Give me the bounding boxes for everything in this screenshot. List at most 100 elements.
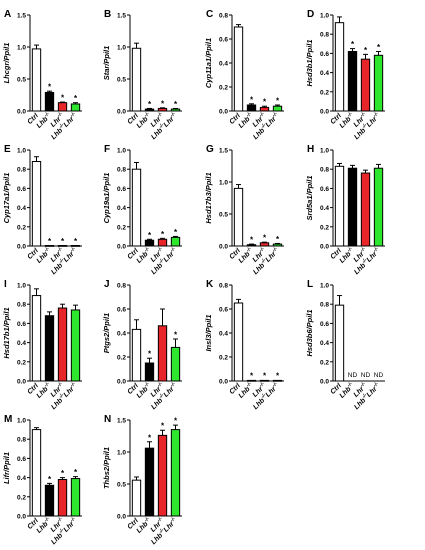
y-axis-label: Srd5a1/Ppil1 [305, 175, 314, 220]
significance-star: * [276, 372, 280, 381]
bar-lhblhr [373, 167, 384, 247]
bar-ctrl [334, 22, 345, 112]
y-tick-label: 0.0 [219, 244, 228, 251]
panel-H: HSrd5a1/Ppil10.00.20.40.60.81.0CtrlLhb-/… [305, 144, 385, 276]
y-tick-label: 1.0 [17, 283, 26, 290]
y-tick-label: 0.4 [320, 340, 329, 347]
panel-letter: C [206, 9, 213, 20]
significance-star: * [174, 417, 178, 426]
bar-lhblhr [170, 108, 181, 112]
y-tick-label: 0.4 [320, 70, 329, 77]
significance-star: * [263, 234, 267, 243]
y-tick-label: 0.4 [219, 61, 228, 68]
y-tick-label: 0.0 [219, 109, 228, 116]
bar-lhblhr [170, 346, 181, 382]
bar-ctrl [31, 295, 42, 382]
y-tick-label: 1.0 [117, 148, 126, 155]
nd-label: ND [374, 372, 384, 379]
panel-letter: H [307, 144, 314, 155]
significance-star: * [276, 97, 280, 106]
y-tick-label: 0.4 [117, 205, 126, 212]
panel-letter: G [206, 144, 214, 155]
significance-star: * [48, 83, 52, 92]
bar-lhr [360, 58, 371, 112]
significance-star: * [61, 237, 65, 246]
panel-K: KInsl3/Ppil10.00.20.40.60.8Ctrl*Lhb-/-*L… [204, 279, 284, 411]
panel-letter: M [4, 414, 12, 425]
significance-star: * [48, 475, 52, 484]
y-tick-label: 0.4 [17, 340, 26, 347]
y-tick-label: 1.0 [219, 180, 228, 187]
bar-lhb [144, 239, 155, 247]
significance-star: * [74, 468, 78, 477]
y-tick-label: 0.5 [219, 212, 228, 219]
y-tick-label: 0.0 [320, 109, 329, 116]
y-tick-label: 1.5 [117, 13, 126, 20]
significance-star: * [250, 236, 254, 245]
significance-star: * [364, 46, 368, 55]
bar-lhb [44, 91, 55, 112]
bar-lhblhr [70, 245, 81, 247]
y-tick-label: 0.8 [219, 13, 228, 20]
significance-star: * [263, 98, 267, 107]
y-axis-label: Hsd17b1/Ppil1 [2, 307, 11, 358]
y-tick-label: 0.8 [117, 283, 126, 290]
significance-star: * [174, 331, 178, 340]
bar-ctrl [31, 161, 42, 247]
y-tick-label: 0.6 [320, 51, 329, 58]
panel-G: GHsd17b3/Ppil10.00.51.01.5Ctrl*Lhb-/-*Lh… [204, 144, 284, 276]
nd-label: ND [348, 372, 358, 379]
y-axis-label: Hsd17b3/Ppil1 [204, 172, 213, 223]
bar-ctrl [131, 168, 142, 247]
y-tick-label: 0.5 [117, 482, 126, 489]
significance-star: * [250, 95, 254, 104]
y-tick-label: 1.0 [320, 148, 329, 155]
significance-star: * [148, 231, 152, 240]
y-tick-label: 0.2 [320, 359, 329, 366]
y-axis-label: Ptgs2/Ppil1 [102, 313, 111, 353]
y-tick-label: 1.0 [117, 450, 126, 457]
significance-star: * [161, 422, 165, 431]
bar-lhblhr [70, 103, 81, 112]
y-tick-label: 0.0 [117, 514, 126, 521]
significance-star: * [148, 433, 152, 442]
bar-lhblhr [70, 309, 81, 382]
y-tick-label: 0.0 [320, 379, 329, 386]
panel-N: NThbs2/Ppil10.00.51.01.5Ctrl*Lhb-/-*Lhr-… [102, 414, 182, 546]
y-tick-label: 0.2 [219, 355, 228, 362]
y-tick-label: 0.8 [320, 32, 329, 39]
y-tick-label: 0.5 [17, 77, 26, 84]
significance-star: * [351, 40, 355, 49]
bar-ctrl [233, 26, 244, 112]
y-tick-label: 0.0 [17, 379, 26, 386]
bar-lhblhr [272, 379, 283, 382]
bar-lhb [246, 104, 257, 112]
y-tick-label: 0.2 [320, 224, 329, 231]
bar-ctrl [334, 165, 345, 247]
y-tick-label: 1.0 [320, 283, 329, 290]
y-axis-label: Cyp11a1/Ppil1 [204, 38, 213, 88]
significance-star: * [174, 228, 178, 237]
y-tick-label: 0.0 [320, 244, 329, 251]
y-tick-label: 0.2 [219, 85, 228, 92]
significance-star: * [377, 43, 381, 52]
bar-lhblhr [272, 243, 283, 247]
y-tick-label: 1.0 [17, 45, 26, 52]
bar-lhb [347, 167, 358, 247]
panel-F: FCyp19a1/Ppil10.00.20.40.60.81.0Ctrl*Lhb… [102, 144, 182, 276]
y-tick-label: 1.0 [320, 13, 329, 20]
panel-B: BStar/Ppil10.00.51.01.5Ctrl*Lhb-/-*Lhr-/… [102, 9, 182, 141]
y-axis-label: Hsd3b1/Ppil1 [305, 39, 314, 86]
significance-star: * [263, 372, 267, 381]
bar-lhr [360, 172, 371, 247]
bar-lhb [44, 484, 55, 517]
y-tick-label: 0.6 [17, 186, 26, 193]
y-axis-label: Insl3/Ppil1 [204, 314, 213, 351]
significance-star: * [148, 350, 152, 359]
y-tick-label: 0.6 [117, 186, 126, 193]
significance-star: * [161, 230, 165, 239]
y-tick-label: 0.2 [17, 224, 26, 231]
panel-J: JPtgs2/Ppil10.00.20.40.60.8Ctrl*Lhb-/-Lh… [102, 279, 182, 411]
y-tick-label: 1.5 [17, 13, 26, 20]
